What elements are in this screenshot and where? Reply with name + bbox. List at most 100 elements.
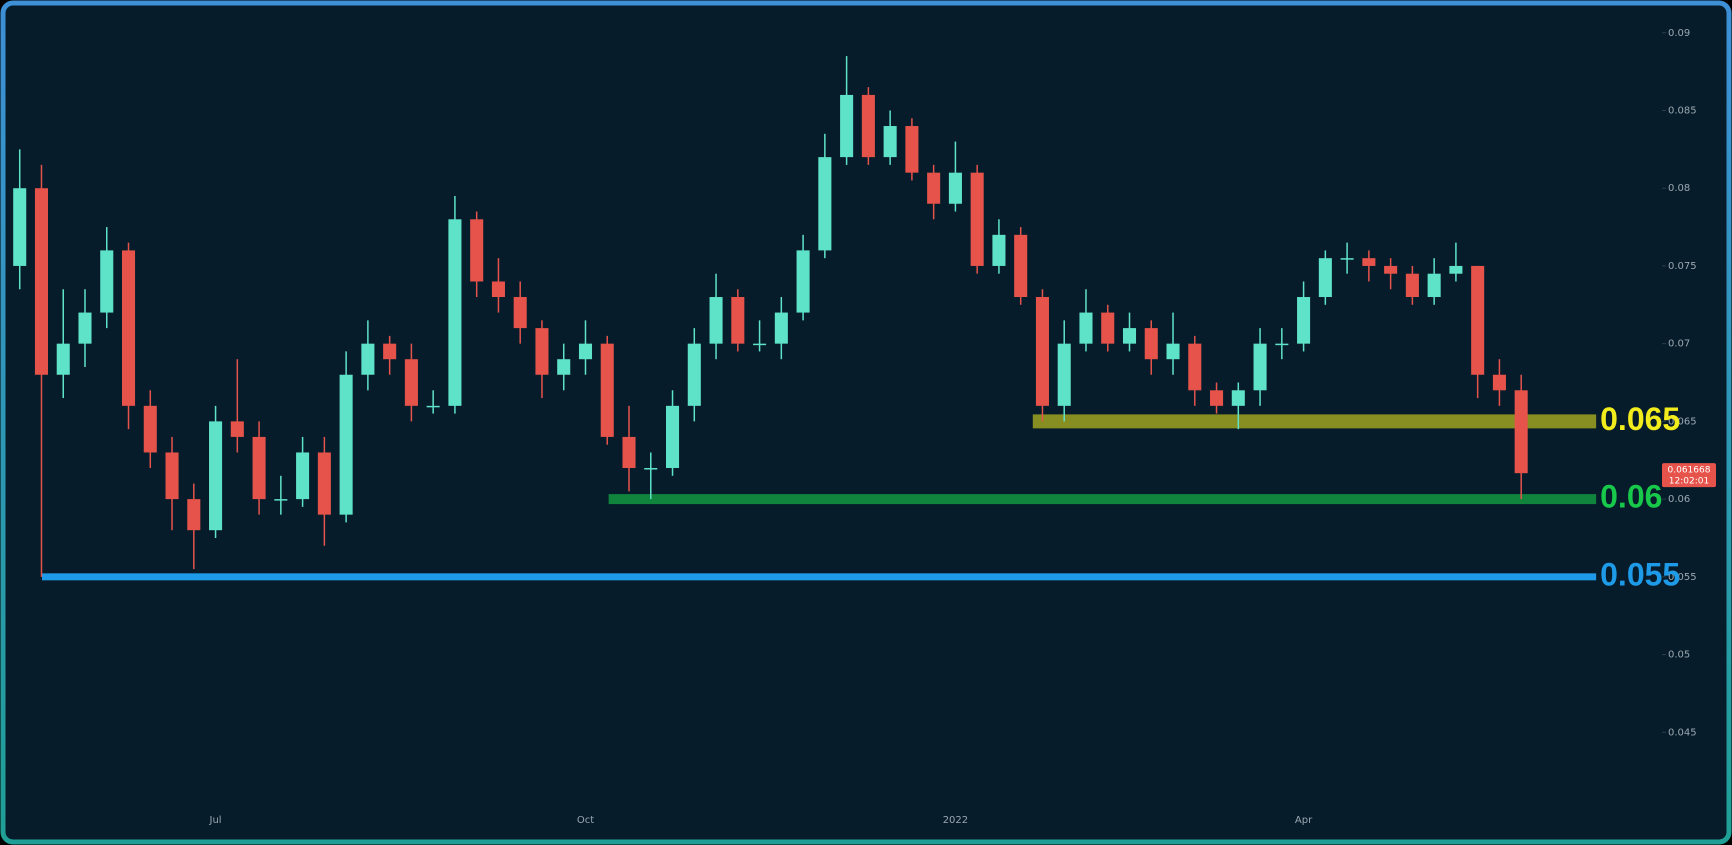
candle-body (1362, 258, 1376, 266)
candle-body (1231, 390, 1245, 406)
candle-body (252, 436, 266, 500)
x-tick-label: Jul (209, 815, 222, 826)
y-tick-label: 0.055 (1668, 572, 1697, 583)
candle-body (143, 405, 157, 453)
candle-body (78, 312, 92, 344)
candle-body (1492, 374, 1506, 391)
candle-body (709, 297, 723, 344)
level-line (1032, 414, 1597, 429)
price-tag (1662, 463, 1716, 488)
candle-body (1297, 297, 1311, 344)
candle-body (34, 188, 49, 375)
candle-body (1405, 273, 1419, 298)
x-tick-label: 2022 (943, 815, 968, 826)
candle-body (774, 312, 788, 344)
candle-body (383, 343, 397, 360)
y-tick-label: 0.08 (1668, 183, 1690, 194)
candle-body (927, 172, 941, 204)
candle-body (796, 250, 810, 313)
x-tick-label: Apr (1295, 815, 1313, 826)
candle-body (13, 188, 27, 266)
candle-body (165, 452, 179, 500)
candle-body (731, 297, 745, 344)
candle-body (557, 359, 571, 375)
candle-body (448, 219, 462, 406)
candle-body (317, 452, 331, 515)
level-label: 0.065 (1600, 401, 1680, 437)
level-line (608, 494, 1597, 505)
candle-body (209, 421, 223, 531)
candles (13, 56, 1528, 577)
candle-body (1101, 312, 1115, 344)
candle-body (622, 436, 636, 469)
price-tag-countdown: 12:02:01 (1669, 477, 1709, 487)
candle-body (513, 297, 527, 329)
x-tick-label: Oct (577, 815, 594, 826)
candle-body (426, 405, 440, 408)
candle-body (948, 172, 962, 204)
candle-body (1384, 265, 1398, 274)
candle-body (535, 328, 549, 375)
candle-body (1122, 328, 1137, 344)
candle-body (274, 499, 288, 501)
candle-body (1210, 390, 1224, 406)
candle-body (970, 172, 984, 266)
candle-body (1427, 273, 1441, 298)
candle-body (861, 94, 875, 158)
labels: 0.045 0.05 0.055 0.06 0.065 0.07 0.075 0.08 0.08… (209, 28, 1716, 826)
candle-body (187, 499, 201, 531)
grid (1662, 32, 1666, 733)
candle-body (818, 157, 832, 251)
candle-body (600, 343, 614, 437)
candle-body (100, 250, 114, 313)
candle-body (666, 405, 680, 469)
candle-body (1057, 343, 1071, 406)
candle-body (296, 452, 310, 500)
candle-body (644, 468, 658, 470)
y-tick-label: 0.09 (1668, 28, 1690, 39)
level-label: 0.055 (1600, 556, 1680, 592)
candle-body (1318, 258, 1332, 298)
candle-body (578, 343, 593, 360)
candle-body (230, 421, 244, 437)
y-tick-label: 0.06 (1668, 494, 1690, 505)
y-tick-label: 0.07 (1668, 339, 1690, 350)
candle-body (361, 343, 375, 375)
candle-body (753, 343, 767, 346)
candle-body (1035, 297, 1049, 406)
candle-body (883, 126, 897, 158)
candle-body (1340, 258, 1354, 260)
y-tick-label: 0.045 (1668, 727, 1697, 738)
candle-body (121, 250, 136, 406)
candle-body (339, 374, 353, 515)
candle-body (1253, 343, 1267, 391)
candle-body (840, 94, 854, 158)
candle-body (992, 234, 1006, 266)
candle-body (1275, 343, 1289, 346)
candle-body (1188, 343, 1202, 391)
candle-body (687, 343, 701, 406)
levels (41, 414, 1597, 581)
candle-body (1144, 328, 1158, 360)
candle-body (1014, 234, 1028, 298)
y-tick-label: 0.05 (1668, 650, 1690, 661)
y-tick-label: 0.075 (1668, 261, 1697, 272)
y-tick-label: 0.065 (1668, 416, 1697, 427)
candle-body (491, 281, 505, 298)
y-tick-label: 0.085 (1668, 105, 1697, 116)
level-label: 0.06 (1600, 479, 1662, 515)
candle-body (1079, 312, 1093, 344)
candle-body (1514, 390, 1528, 474)
candle-body (404, 359, 418, 406)
price-tag-value: 0.061668 (1668, 466, 1711, 476)
level-line (41, 573, 1597, 581)
candle-body (1449, 265, 1463, 274)
candle-body (56, 343, 70, 375)
candle-body (1166, 343, 1180, 360)
candle-body (1471, 265, 1485, 375)
candle-body (905, 126, 919, 173)
candle-body (470, 219, 484, 282)
